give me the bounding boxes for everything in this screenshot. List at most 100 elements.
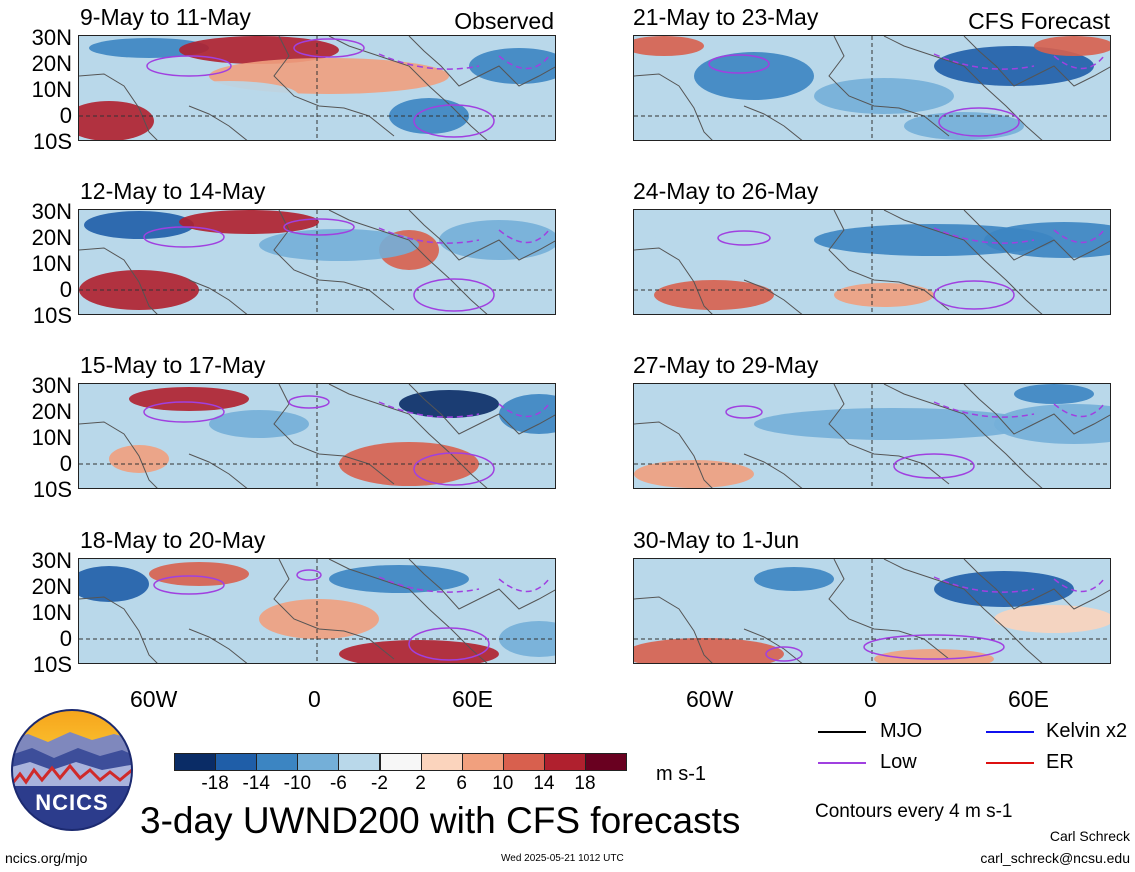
low-contour-dashed: [933, 53, 1105, 70]
anomaly-shading: [994, 605, 1110, 633]
footer-url[interactable]: ncics.org/mjo: [5, 850, 88, 866]
anomaly-shading: [694, 52, 814, 100]
y-label-20n: 20N: [31, 399, 72, 424]
er-legend-label: ER: [1046, 751, 1074, 773]
anomaly-shading: [834, 283, 934, 307]
y-label-30n: 30N: [31, 373, 72, 398]
panel-title-observed-3: 15-May to 17-May: [80, 352, 266, 378]
y-label-20n: 20N: [31, 225, 72, 250]
anomaly-shading: [339, 640, 499, 663]
y-label-30n: 30N: [31, 199, 72, 224]
x-label-60w: 60W: [686, 686, 734, 712]
anomaly-shading: [654, 280, 774, 310]
y-label-10n: 10N: [31, 251, 72, 276]
coastline: [634, 36, 1110, 140]
map-field: [79, 559, 555, 663]
ncics-logo: NCICS: [8, 706, 136, 834]
colorbar-tick-label: -2: [371, 773, 388, 794]
y-label-0: 0: [59, 626, 72, 651]
colorbar-swatch: [502, 753, 545, 771]
anomaly-shading: [84, 211, 194, 239]
anomaly-shading: [994, 404, 1110, 444]
observed-label: Observed: [454, 8, 554, 34]
anomaly-shading: [399, 390, 499, 418]
y-label-10s: 10S: [32, 303, 72, 328]
colorbar-tick-label: -14: [242, 773, 270, 794]
anomaly-shading: [209, 410, 309, 438]
x-label-60w: 60W: [130, 686, 178, 712]
map-field: [634, 559, 1110, 663]
panel-title-observed-1: 9-May to 11-May: [80, 4, 251, 30]
y-label-0: 0: [59, 103, 72, 128]
forecast-label: CFS Forecast: [968, 8, 1110, 34]
anomaly-shading: [469, 48, 555, 84]
x-label-0: 0: [864, 686, 877, 712]
low-contour-dashed: [378, 227, 550, 244]
low-contour-dashed: [933, 401, 1105, 418]
anomaly-shading: [179, 210, 319, 234]
low-contour: [283, 218, 355, 236]
low-contour: [293, 38, 365, 58]
coastline: [634, 210, 1110, 314]
low-contour-dashed: [378, 401, 550, 418]
colorbar-swatch: [420, 753, 463, 771]
y-label-10n: 10N: [31, 600, 72, 625]
anomaly-shading: [634, 638, 784, 663]
low-contour: [288, 395, 330, 409]
anomaly-shading: [329, 565, 469, 593]
low-contour: [413, 278, 495, 312]
low-contour: [708, 54, 770, 74]
footer-email[interactable]: carl_schreck@ncsu.edu: [980, 850, 1130, 866]
anomaly-shading: [259, 599, 379, 639]
colorbar-tick-label: 6: [456, 773, 467, 794]
colorbar-swatch: [585, 753, 628, 771]
coastline: [634, 559, 1110, 663]
anomaly-shading: [984, 222, 1110, 258]
anomaly-shading: [644, 218, 744, 242]
y-label-10s: 10S: [32, 652, 72, 677]
anomaly-shading: [1014, 384, 1094, 404]
low-contour-dashed: [378, 576, 550, 593]
colorbar-tick-label: 18: [574, 773, 596, 794]
anomaly-shading: [754, 408, 1034, 440]
colorbar-tick-label: -6: [329, 773, 347, 794]
y-label-0: 0: [59, 451, 72, 476]
panel-title-forecast-2: 24-May to 26-May: [633, 178, 819, 204]
anomaly-shading: [754, 567, 834, 591]
kelvin-legend-line: [986, 731, 1034, 733]
anomaly-shading: [89, 38, 209, 58]
map-panel-forecast-2: [633, 209, 1111, 315]
anomaly-shading: [439, 220, 555, 260]
panel-title-forecast-4: 30-May to 1-Jun: [633, 527, 800, 553]
low-contour: [938, 107, 1020, 137]
anomaly-shading: [259, 229, 419, 261]
low-contour: [146, 55, 232, 77]
y-label-0: 0: [59, 277, 72, 302]
ncics-logo-graphic: [11, 709, 133, 831]
kelvin-legend-label: Kelvin x2: [1046, 720, 1128, 742]
coastline: [79, 36, 555, 140]
colorbar-swatch: [543, 753, 586, 771]
mjo-legend-line: [818, 731, 866, 733]
anomaly-shading: [109, 445, 169, 473]
y-label-10s: 10S: [32, 477, 72, 502]
anomaly-shading: [634, 36, 704, 56]
contour-note: Contours every 4 m s-1: [815, 801, 1013, 822]
colorbar-tick-label: 10: [492, 773, 514, 794]
map-field: [79, 384, 555, 488]
colorbar-swatch: [379, 753, 422, 771]
map-field: [634, 384, 1110, 488]
anomaly-shading: [79, 566, 149, 602]
map-panel-forecast-3: [633, 383, 1111, 489]
map-panel-observed-2: [78, 209, 556, 315]
colorbar-swatch: [338, 753, 381, 771]
anomaly-shading: [874, 649, 994, 663]
colorbar-swatch: [297, 753, 340, 771]
map-field: [79, 36, 555, 140]
logo-text: NCICS: [35, 790, 109, 815]
map-panel-forecast-1: [633, 35, 1111, 141]
colorbar-units: m s-1: [656, 763, 706, 785]
y-label-10n: 10N: [31, 425, 72, 450]
low-contour: [143, 226, 225, 248]
map-field: [634, 210, 1110, 314]
